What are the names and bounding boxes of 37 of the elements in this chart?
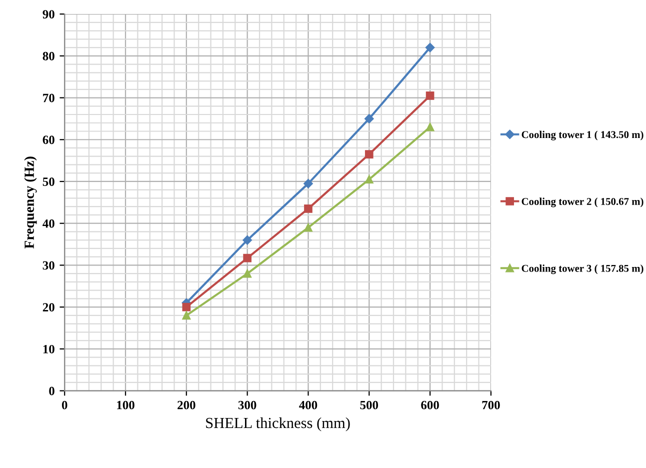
y-tick-label: 90 — [42, 10, 54, 18]
y-tick-label: 0 — [49, 386, 54, 396]
x-tick-label: 100 — [117, 400, 134, 410]
point — [242, 235, 252, 245]
y-tick-label: 60 — [42, 136, 54, 144]
x-tick-label: 200 — [178, 400, 196, 410]
point — [364, 150, 374, 158]
point — [426, 92, 434, 100]
point — [243, 269, 252, 278]
y-tick-label: 70 — [43, 94, 54, 102]
x-tick-label: 700 — [482, 400, 500, 410]
x-axis-title: SHELL thickness (mm) — [206, 417, 350, 432]
y-axis-title: Frequency (Hz) — [24, 156, 37, 249]
x-tick-label: 600 — [421, 400, 439, 410]
y-tick-label: 30 — [42, 261, 54, 270]
y-tick-label: 10 — [43, 344, 54, 354]
point — [304, 204, 312, 213]
legend-label: Cooling tower 3 ( 157.85 m) — [522, 264, 644, 274]
x-tick-label: 400 — [299, 400, 318, 410]
point — [304, 178, 313, 188]
point — [182, 311, 191, 320]
y-tick-label: 20 — [42, 303, 54, 312]
legend-label: Cooling tower 2 ( 150.67 m) — [522, 198, 644, 208]
point — [243, 254, 252, 262]
y-tick-label: 80 — [42, 52, 54, 60]
point — [364, 175, 374, 184]
point — [304, 223, 312, 232]
y-tick-label: 50 — [42, 178, 54, 186]
point — [426, 122, 434, 132]
x-tick-label: 500 — [360, 400, 378, 410]
point — [182, 302, 191, 312]
y-tick-label: 40 — [42, 219, 54, 228]
legend-label: Cooling tower 1 ( 143.50 m) — [522, 130, 644, 140]
point — [364, 114, 374, 124]
x-tick-label: 0 — [62, 400, 68, 410]
point — [425, 42, 435, 52]
x-tick-label: 300 — [238, 400, 256, 410]
